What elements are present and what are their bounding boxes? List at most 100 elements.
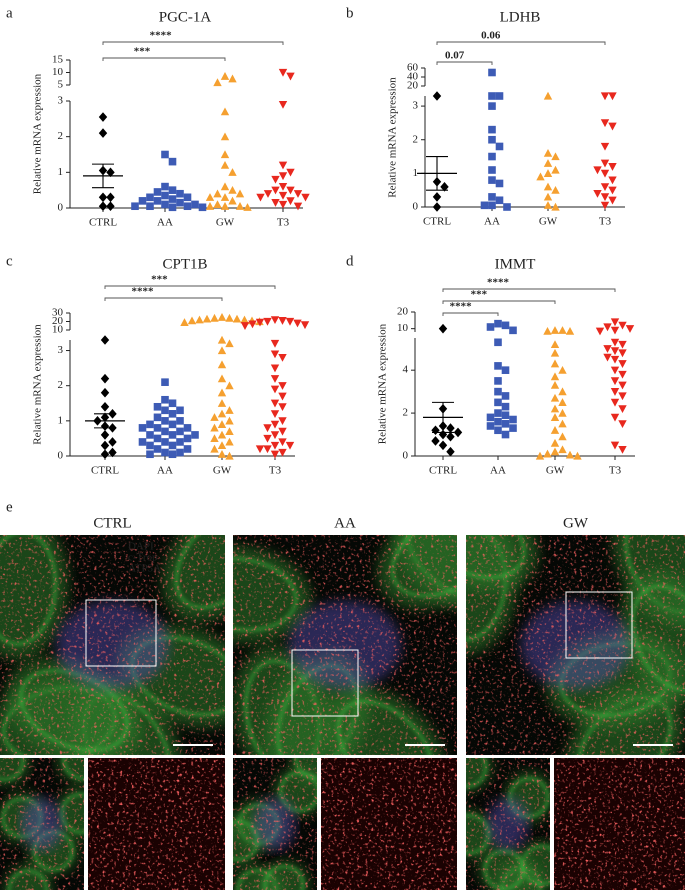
point [108, 437, 117, 447]
point [217, 441, 227, 450]
point [610, 388, 620, 396]
point [270, 385, 280, 394]
point [100, 430, 110, 440]
point [183, 193, 192, 202]
panel-label: d [346, 253, 354, 269]
point [610, 366, 620, 375]
point [446, 431, 455, 442]
point [153, 424, 162, 432]
y-tick-label: 2 [413, 133, 419, 145]
mito-stain [466, 535, 685, 755]
point [213, 78, 222, 87]
point [161, 150, 169, 159]
point [100, 373, 110, 384]
point [138, 438, 147, 446]
point [608, 163, 617, 171]
point [488, 176, 496, 184]
mito-stain [0, 535, 225, 755]
x-tick-label: GW [539, 216, 558, 228]
point [550, 404, 560, 413]
point [202, 314, 212, 323]
point [573, 451, 582, 460]
point [440, 182, 449, 192]
zoom-box [291, 649, 359, 717]
point [550, 413, 560, 421]
significance-label: *** [134, 46, 151, 58]
point [501, 321, 510, 330]
x-tick-label: T3 [599, 216, 612, 228]
point [610, 377, 620, 386]
point [488, 201, 496, 210]
significance-label: **** [131, 286, 154, 298]
point [603, 353, 612, 362]
y-axis-label: Relative mRNA expression [32, 73, 44, 194]
point [176, 427, 184, 436]
point [225, 339, 234, 348]
point [270, 410, 280, 419]
point [438, 323, 448, 334]
point [168, 431, 177, 439]
y-tick-label: 3 [58, 344, 64, 356]
point [168, 203, 177, 212]
point [217, 335, 227, 344]
point [161, 191, 169, 200]
point [191, 431, 199, 439]
point [610, 318, 620, 327]
point [488, 68, 496, 77]
y-tick-label: 30 [52, 307, 64, 319]
point [600, 169, 610, 178]
point [509, 326, 517, 335]
point [220, 161, 230, 169]
point [217, 399, 227, 407]
chart-title: CPT1B [162, 256, 207, 272]
point [543, 192, 553, 201]
point [228, 74, 237, 83]
point [271, 175, 280, 184]
point [558, 387, 567, 396]
point [217, 450, 227, 458]
point [509, 424, 517, 432]
point [235, 189, 245, 198]
point [210, 413, 219, 421]
point [210, 423, 219, 432]
point [551, 185, 560, 194]
point [558, 445, 567, 454]
micrograph [233, 535, 457, 755]
point [610, 326, 620, 335]
point [494, 398, 502, 407]
point [558, 419, 567, 428]
point [98, 192, 108, 203]
point [153, 402, 162, 411]
point [488, 135, 496, 144]
mito-stain [88, 758, 225, 890]
point [608, 122, 617, 131]
point [550, 348, 560, 357]
point [558, 432, 567, 441]
point [432, 91, 442, 101]
point [256, 193, 265, 202]
point [176, 417, 184, 425]
point [536, 172, 545, 181]
point [228, 196, 237, 205]
point [106, 192, 115, 203]
point [432, 192, 442, 202]
x-tick-label: GW [213, 465, 232, 477]
significance-bracket [102, 41, 284, 45]
point [501, 402, 510, 411]
x-tick-label: AA [484, 216, 500, 228]
point [195, 315, 204, 324]
point [501, 420, 510, 428]
point [217, 420, 227, 428]
point [432, 202, 442, 212]
panel-label: a [6, 5, 13, 21]
y-tick-label: 0 [403, 450, 409, 462]
point [232, 314, 242, 323]
significance-bracket [442, 288, 616, 292]
panel-label: b [346, 5, 354, 21]
point [100, 440, 110, 451]
point [213, 200, 222, 209]
x-tick-label: T3 [609, 465, 622, 477]
point [278, 448, 287, 457]
point [608, 186, 617, 195]
point [618, 340, 627, 349]
